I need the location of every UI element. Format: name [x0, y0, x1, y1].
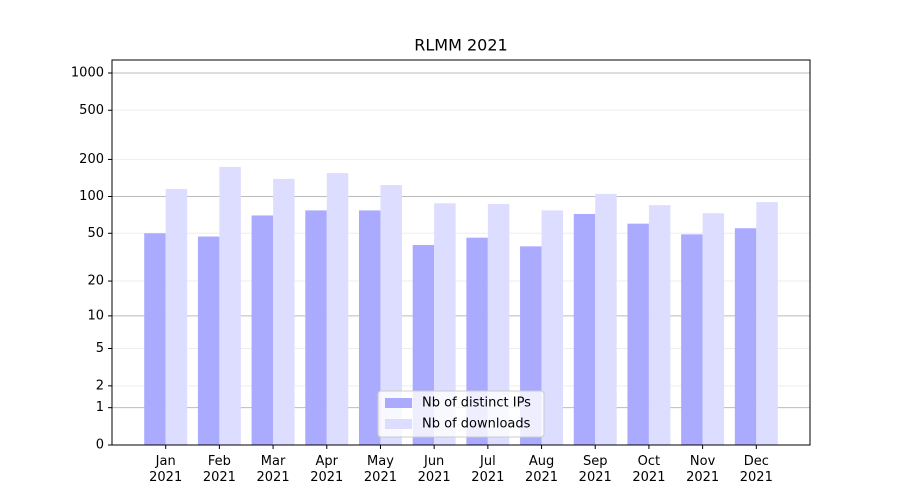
x-tick-label: Mar 2021: [257, 454, 290, 485]
bar: [305, 210, 327, 445]
chart-title: RLMM 2021: [414, 36, 507, 55]
x-tick-label: Jul 2021: [471, 454, 504, 485]
bar: [197, 236, 220, 445]
x-tick-label: Aug 2021: [525, 454, 558, 485]
y-tick-label: 100: [79, 189, 104, 204]
bar: [648, 205, 671, 445]
y-tick-label: 500: [79, 103, 104, 118]
legend-swatch: [385, 419, 412, 429]
bar: [165, 189, 188, 445]
bar: [144, 233, 166, 445]
bar: [702, 213, 725, 445]
bar: [251, 215, 274, 445]
y-tick-label: 2: [96, 378, 104, 393]
y-tick-label: 50: [87, 226, 104, 241]
x-tick-label: Nov 2021: [686, 454, 719, 485]
x-tick-label: Jan 2021: [149, 454, 182, 485]
y-tick-label: 200: [79, 152, 104, 167]
bar: [627, 223, 649, 445]
bar: [595, 193, 617, 445]
bar: [487, 203, 510, 445]
bar: [358, 210, 381, 445]
legend-label: Nb of distinct IPs: [422, 396, 531, 411]
legend-frame: [377, 390, 545, 438]
y-tick-label: 10: [87, 308, 104, 323]
y-tick-label: 0: [96, 438, 104, 453]
x-tick-label: Jun 2021: [418, 454, 451, 485]
bar: [273, 178, 295, 446]
bar: [681, 234, 703, 445]
bar: [756, 202, 778, 445]
bar: [734, 228, 757, 445]
x-tick-label: Dec 2021: [740, 454, 773, 485]
legend: Nb of distinct IPs Nb of downloads: [377, 390, 545, 438]
bar: [573, 213, 596, 445]
bar: [434, 203, 456, 445]
plot-frame: [111, 59, 811, 446]
bar: [219, 166, 241, 446]
y-tick-label: 20: [87, 274, 104, 289]
y-tick-label: 1000: [71, 65, 104, 80]
bar: [326, 173, 349, 445]
x-tick-label: Apr 2021: [310, 454, 343, 485]
x-tick-label: Oct 2021: [632, 454, 665, 485]
x-tick-label: Sep 2021: [579, 454, 612, 485]
legend-swatch: [385, 398, 412, 408]
legend-label: Nb of downloads: [422, 417, 531, 432]
y-tick-label: 1: [96, 400, 104, 415]
bar: [380, 185, 402, 445]
x-tick-label: May 2021: [364, 454, 397, 485]
bar: [541, 210, 564, 445]
x-tick-label: Feb 2021: [203, 454, 236, 485]
y-tick-label: 5: [96, 341, 104, 356]
